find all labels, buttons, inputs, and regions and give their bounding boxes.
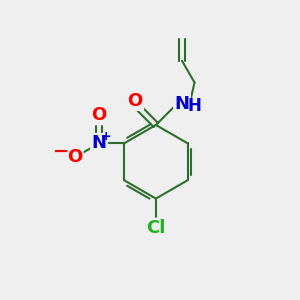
Text: O: O — [128, 92, 143, 110]
Text: O: O — [92, 106, 106, 124]
Text: H: H — [188, 97, 201, 115]
Text: −: − — [53, 142, 70, 161]
Text: N: N — [92, 134, 106, 152]
Text: O: O — [67, 148, 82, 166]
Text: N: N — [175, 95, 190, 113]
Text: +: + — [100, 130, 111, 142]
Text: Cl: Cl — [146, 219, 166, 237]
